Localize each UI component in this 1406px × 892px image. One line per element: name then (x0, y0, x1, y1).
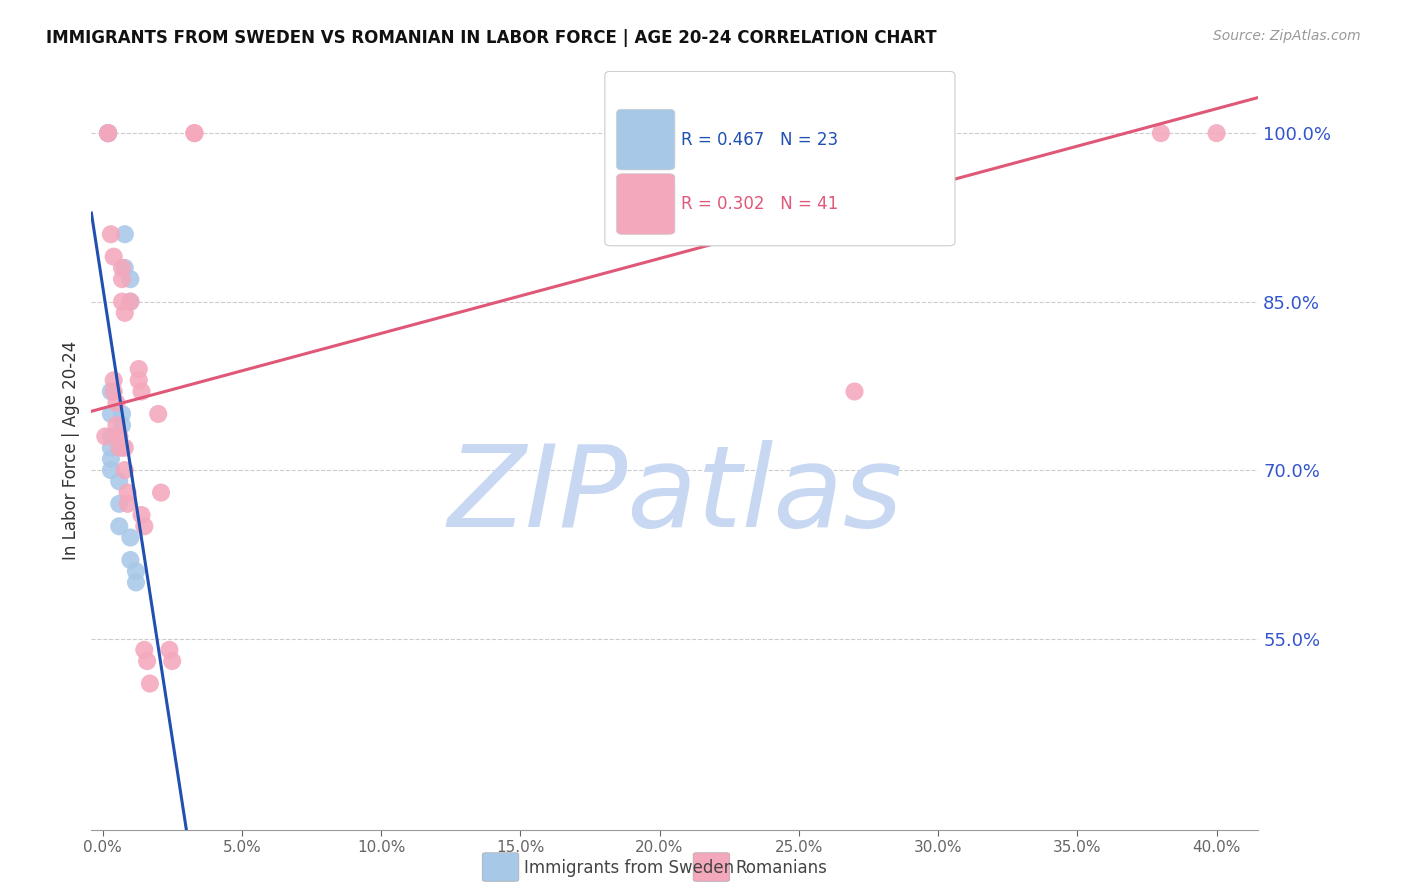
Point (1150, 126, 1173, 140)
Point (100, 384, 122, 399)
Point (648, 126, 671, 140)
Point (100, 429, 122, 443)
Point (148, 407, 170, 421)
Text: Romanians: Romanians (735, 859, 827, 877)
Point (120, 294, 142, 309)
Point (157, 643, 180, 657)
Point (105, 418, 128, 433)
Point (114, 260, 136, 275)
Point (108, 429, 131, 443)
Point (131, 384, 153, 399)
Point (114, 227, 136, 242)
Point (105, 395, 128, 409)
Point (128, 373, 150, 387)
Point (111, 272, 134, 286)
Point (183, 126, 205, 140)
Point (131, 508, 153, 522)
FancyBboxPatch shape (617, 110, 675, 170)
Point (120, 294, 142, 309)
Y-axis label: In Labor Force | Age 20-24: In Labor Force | Age 20-24 (62, 341, 80, 560)
Point (111, 294, 134, 309)
Point (114, 306, 136, 320)
Point (97, 126, 120, 140)
Text: R = 0.467   N = 23: R = 0.467 N = 23 (681, 130, 838, 149)
Point (150, 485, 173, 500)
Point (139, 676, 162, 690)
Text: Source: ZipAtlas.com: Source: ZipAtlas.com (1213, 29, 1361, 44)
Point (134, 519, 156, 533)
Point (111, 441, 134, 455)
Point (108, 519, 131, 533)
FancyBboxPatch shape (605, 71, 955, 246)
Point (128, 362, 150, 376)
Point (103, 250, 125, 264)
Point (111, 407, 134, 421)
Point (120, 553, 142, 567)
Point (97, 126, 120, 140)
Point (125, 564, 148, 578)
Point (111, 418, 134, 433)
Point (103, 373, 125, 387)
Point (100, 441, 122, 455)
Point (120, 531, 142, 545)
Point (108, 475, 131, 489)
Point (676, 126, 699, 140)
Point (100, 227, 122, 242)
Point (620, 126, 643, 140)
Point (108, 441, 131, 455)
Text: IMMIGRANTS FROM SWEDEN VS ROMANIAN IN LABOR FORCE | AGE 20-24 CORRELATION CHART: IMMIGRANTS FROM SWEDEN VS ROMANIAN IN LA… (46, 29, 936, 47)
Point (108, 429, 131, 443)
Point (160, 654, 183, 668)
Point (134, 643, 156, 657)
Point (844, 384, 866, 399)
FancyBboxPatch shape (617, 174, 675, 235)
Point (97, 126, 120, 140)
Point (136, 654, 159, 668)
Point (100, 463, 122, 477)
Point (100, 407, 122, 421)
Point (97, 126, 120, 140)
Point (125, 575, 148, 590)
Text: Immigrants from Sweden: Immigrants from Sweden (524, 859, 734, 877)
Point (114, 441, 136, 455)
Point (108, 497, 131, 511)
Point (183, 126, 205, 140)
Point (111, 260, 134, 275)
Point (120, 272, 142, 286)
Point (103, 384, 125, 399)
Point (100, 451, 122, 466)
Point (97, 126, 120, 140)
Text: ZIPatlas: ZIPatlas (447, 441, 903, 551)
Point (117, 497, 139, 511)
Point (1205, 126, 1227, 140)
Point (117, 485, 139, 500)
Point (94, 429, 117, 443)
Point (114, 463, 136, 477)
Text: R = 0.302   N = 41: R = 0.302 N = 41 (681, 195, 838, 213)
